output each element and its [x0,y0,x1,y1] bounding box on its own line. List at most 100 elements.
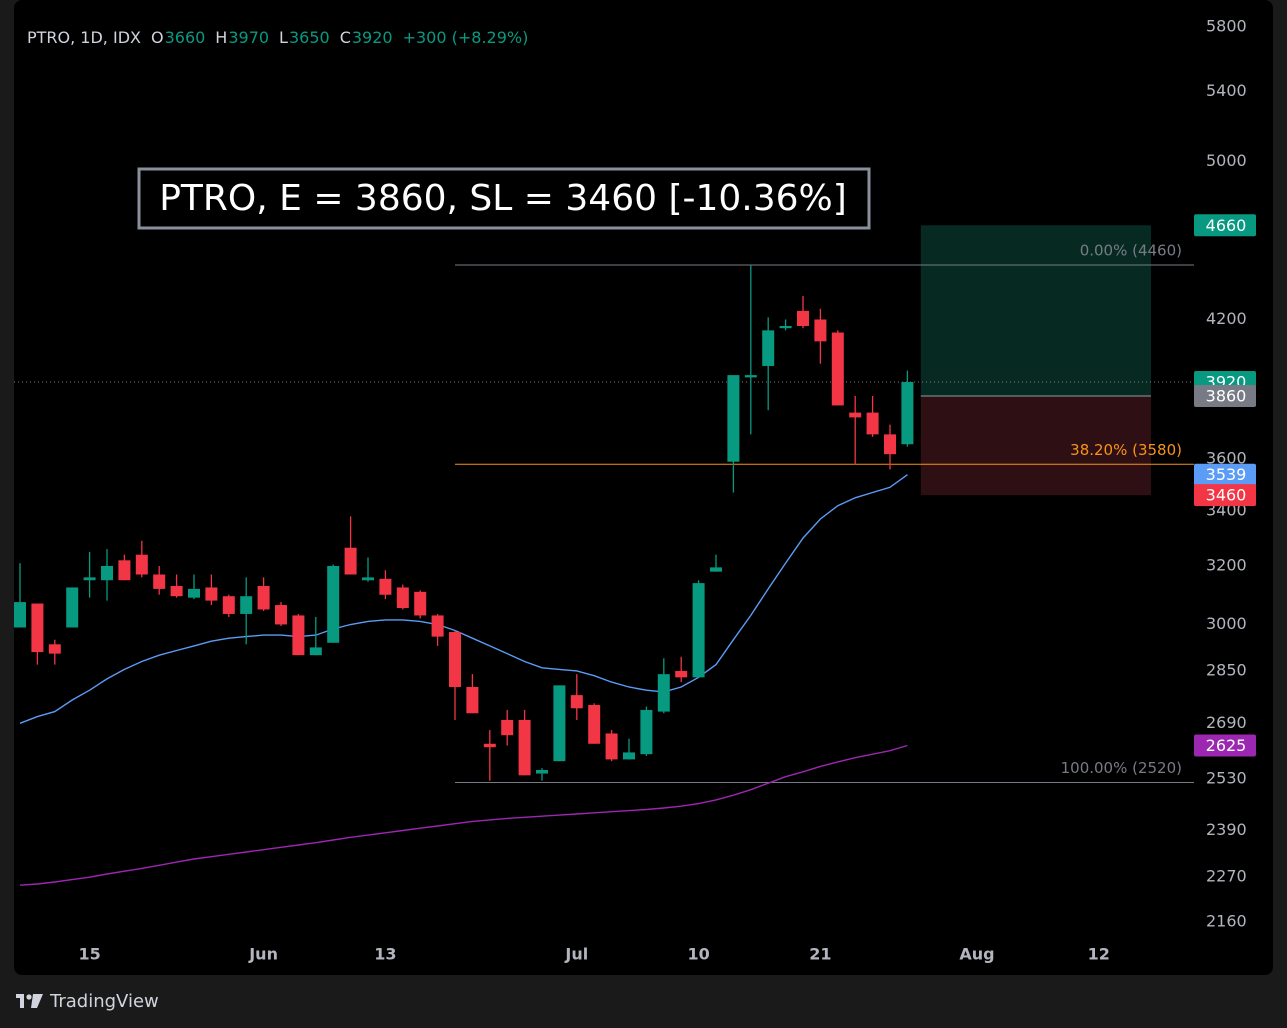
candle-body [727,375,740,462]
y-tick-label: 5800 [1206,16,1247,35]
candle-body [275,605,287,625]
candle-body [657,674,670,712]
y-tick-label: 4200 [1206,309,1247,328]
candle-body [379,578,392,595]
y-tick-label: 2390 [1206,820,1247,839]
fib-label: 0.00% (4460) [1080,242,1182,260]
candle-body [744,375,757,378]
candle-body [536,769,548,774]
label: O [150,28,164,47]
candle-body [866,412,879,435]
candle-body [901,382,914,445]
logo-icon [16,994,43,1008]
y-tick-label: 2850 [1206,660,1247,679]
change: +300 (+8.29%) [402,28,529,47]
logo-part [31,994,43,1008]
candle-body [501,719,514,736]
target-zone [920,225,1151,397]
candle-body [588,704,601,744]
annotation-box [137,167,871,230]
target-tag-bg [1194,214,1256,237]
ma-tag: 3539 [1206,465,1247,484]
ohlc: H3970 [215,28,269,47]
fib-label: 100.00% (2520) [1061,759,1182,777]
candle-body [675,670,688,678]
ma-tag-bg [1194,734,1256,757]
candle-body [327,565,340,643]
y-tick-label: 2270 [1206,867,1247,886]
x-tick-label: Jun [248,945,278,964]
candle-body [48,644,61,654]
candle-body [605,733,618,760]
candle-body [623,752,635,760]
candle-body [170,586,183,597]
logo-part [26,994,32,1000]
candle-body [640,709,653,755]
candle-body [692,583,705,678]
candle-body [449,632,461,687]
candle-body [257,586,270,610]
watermark: TradingView [49,991,159,1012]
ma-line [19,474,908,724]
annotation: PTRO, E = 3860, SL = 3460 [-10.36%] [159,178,847,219]
candle-body [797,310,809,326]
target-tag: 4660 [1206,216,1247,235]
y-tick-label: 3000 [1206,614,1247,633]
candle-body [884,434,896,455]
candle-body [396,587,409,608]
candle-body [553,685,566,762]
candle-body [31,603,44,653]
label: H [215,28,228,47]
x-tick-label: 21 [809,945,831,964]
y-tick-label: 3600 [1206,449,1247,468]
candle-body [762,330,775,366]
x-tick-label: Jul [564,945,588,964]
ma-line [19,744,908,886]
fib-label: 38.20% (3580) [1070,441,1182,459]
symbol: PTRO, 1D, IDX [27,28,141,47]
candle-body [849,412,862,418]
ma-tag-bg [1194,463,1256,486]
legend: PTRO, 1D, IDX O3660 H3970 L3650 C3920 +3… [27,28,528,47]
candle-body [66,587,79,628]
ohlc: L3650 [279,28,330,47]
value: 3650 [288,28,330,47]
candle-body [414,591,427,616]
candle-body [710,567,722,572]
candle-body [118,560,131,581]
candle-body [83,577,96,581]
candle-body [222,596,235,614]
candle-body [135,554,148,575]
candle-body [188,588,200,598]
candle-body [14,602,26,628]
candle-body [570,695,583,709]
candle-body [344,547,357,575]
entry-tag: 3860 [1206,387,1247,406]
value: 3920 [351,28,393,47]
label: L [279,28,288,47]
entry-tag-bg [1194,385,1256,408]
candle-body [483,743,496,748]
y-tick-label: 5000 [1206,151,1247,170]
candle-body [292,615,305,656]
y-tick-label: 2530 [1206,768,1247,787]
candle-body [362,577,374,581]
candle-body [814,319,827,342]
stop-tag: 3460 [1206,486,1247,505]
candle-body [779,325,792,329]
candle-body [153,574,166,589]
candle-body [240,596,253,614]
x-tick-label: Aug [959,945,994,964]
ohlc: C3920 [340,28,393,47]
candle-body [309,647,322,656]
y-tick-label: 5400 [1206,81,1247,100]
y-tick-label: 3200 [1206,555,1247,574]
x-tick-label: 15 [78,945,100,964]
x-tick-label: 13 [374,945,396,964]
x-tick-label: 12 [1088,945,1110,964]
y-tick-label: 2690 [1206,713,1247,732]
stop-zone [920,396,1151,496]
candle-body [205,587,218,601]
